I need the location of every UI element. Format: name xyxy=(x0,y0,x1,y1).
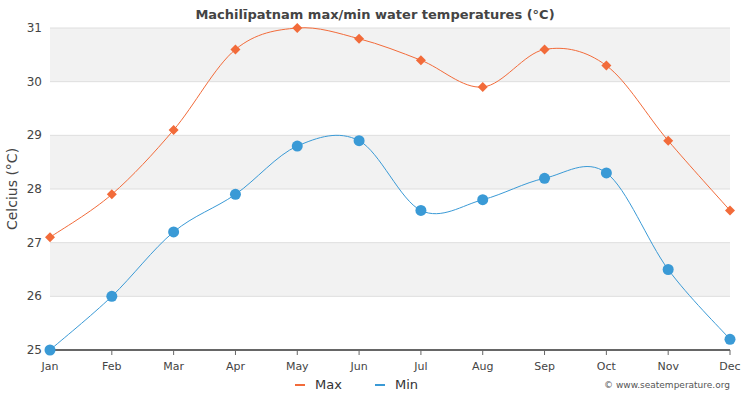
x-tick-label: Jun xyxy=(349,360,367,373)
point xyxy=(354,34,364,44)
point xyxy=(415,205,426,216)
y-tick-label: 30 xyxy=(27,75,42,89)
point xyxy=(601,61,611,71)
lines xyxy=(50,28,730,350)
x-tick xyxy=(173,350,174,355)
x-tick xyxy=(482,350,483,355)
point xyxy=(725,205,735,215)
point xyxy=(107,189,117,199)
legend-swatch xyxy=(375,384,385,386)
grid-band xyxy=(50,243,730,297)
y-tick-label: 31 xyxy=(27,21,42,35)
series-line xyxy=(50,135,730,350)
legend: Max Min xyxy=(295,377,418,392)
point xyxy=(539,173,550,184)
point xyxy=(45,345,56,356)
point xyxy=(292,141,303,152)
x-tick xyxy=(730,350,731,355)
markers xyxy=(45,23,736,356)
point xyxy=(540,44,550,54)
x-tick-label: May xyxy=(286,360,309,373)
x-tick xyxy=(668,350,669,355)
x-tick-label: Sep xyxy=(534,360,555,373)
x-tick-label: Oct xyxy=(597,360,617,373)
x-tick xyxy=(297,350,298,355)
x-tick xyxy=(235,350,236,355)
point xyxy=(106,291,117,302)
y-tick-label: 29 xyxy=(27,128,42,142)
x-tick xyxy=(606,350,607,355)
x-tick-label: Mar xyxy=(163,360,184,373)
point xyxy=(663,136,673,146)
point xyxy=(477,194,488,205)
y-axis-label: Celcius (°C) xyxy=(4,148,20,230)
point xyxy=(230,189,241,200)
title: Machilīpatnam max/min water temperatures… xyxy=(195,7,554,22)
x-axis xyxy=(50,349,730,351)
legend-label: Min xyxy=(395,377,418,392)
x-tick-label: Jan xyxy=(41,360,59,373)
y-tick-label: 25 xyxy=(27,343,42,357)
x-tick-label: Jul xyxy=(413,360,427,373)
point xyxy=(169,125,179,135)
grid-line xyxy=(50,242,730,243)
grid-line xyxy=(50,81,730,82)
point xyxy=(416,55,426,65)
y-tick-label: 26 xyxy=(27,289,42,303)
grid-band xyxy=(50,28,730,82)
x-tick-label: Feb xyxy=(102,360,121,373)
source: © www.seatemperature.org xyxy=(604,380,730,390)
x-tick xyxy=(111,350,112,355)
grid xyxy=(50,28,730,350)
x-tick-label: Dec xyxy=(719,360,740,373)
x-tick xyxy=(544,350,545,355)
legend-swatch xyxy=(295,384,305,386)
series-line xyxy=(50,28,730,238)
y-tick-label: 27 xyxy=(27,236,42,250)
point xyxy=(230,44,240,54)
x-tick xyxy=(359,350,360,355)
point xyxy=(354,135,365,146)
x-tick-label: Apr xyxy=(226,360,246,373)
point xyxy=(478,82,488,92)
point xyxy=(292,23,302,33)
x-tick-label: Nov xyxy=(657,360,679,373)
point xyxy=(168,226,179,237)
x-tick-label: Aug xyxy=(472,360,493,373)
grid-line xyxy=(50,189,730,190)
point xyxy=(725,334,736,345)
chart: 25 26 27 28 29 30 31 Jan Feb Mar Apr May Jun Jul Aug Se… xyxy=(0,0,750,400)
legend-label: Max xyxy=(315,377,342,392)
x-tick xyxy=(420,350,421,355)
point xyxy=(601,167,612,178)
point xyxy=(663,264,674,275)
grid-line xyxy=(50,135,730,136)
grid-line xyxy=(50,296,730,297)
grid-line xyxy=(50,28,730,29)
grid-band xyxy=(50,135,730,189)
y-tick-label: 28 xyxy=(27,182,42,196)
grid-line xyxy=(50,350,730,351)
point xyxy=(45,232,55,242)
